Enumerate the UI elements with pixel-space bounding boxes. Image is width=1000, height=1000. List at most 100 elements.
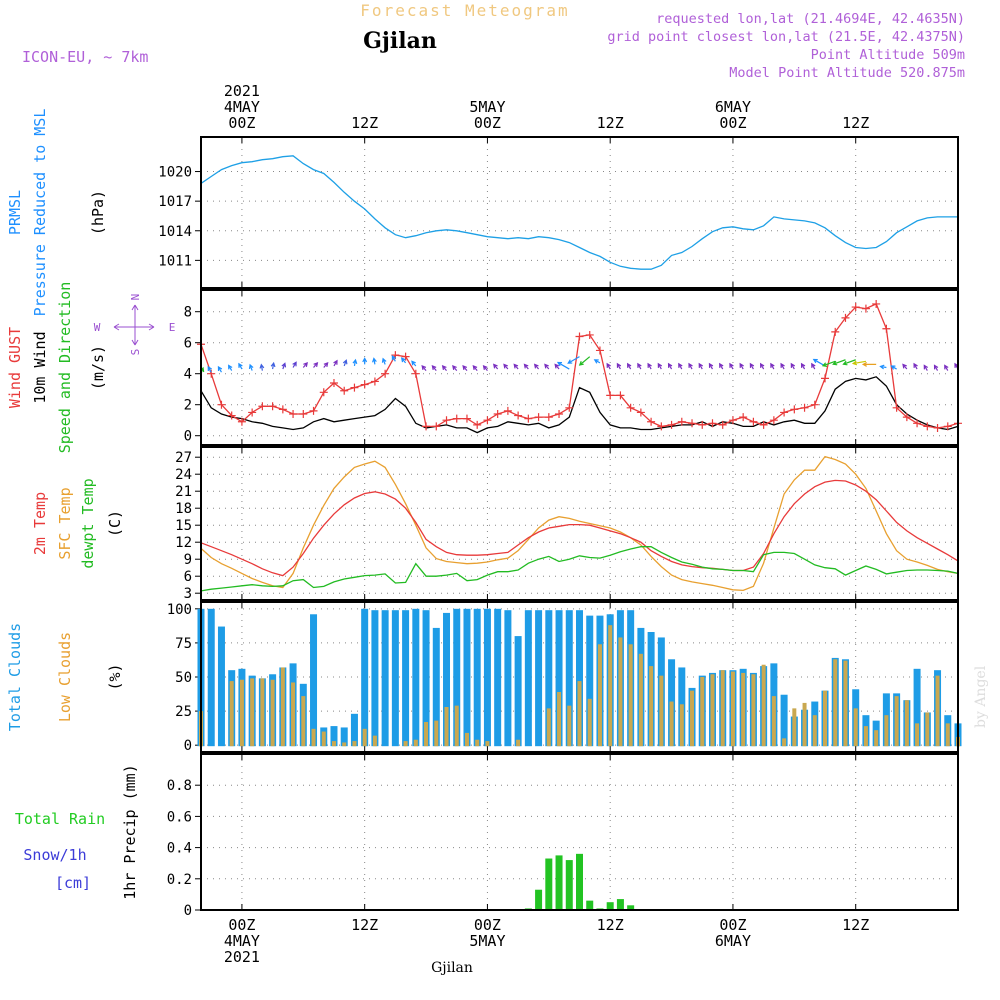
wind-arrow bbox=[352, 358, 358, 367]
bar-clouds-1 bbox=[250, 678, 255, 747]
bar-precip-0 bbox=[606, 902, 614, 910]
bar-clouds-0 bbox=[483, 608, 491, 747]
y-tick-label: 9 bbox=[184, 552, 192, 568]
gust-marker bbox=[800, 403, 809, 412]
wind-arrow bbox=[259, 363, 265, 371]
bar-clouds-1 bbox=[669, 701, 674, 747]
panel-precip: 0 0.2 0.4 0.6 0.8 Total Rain Snow/1h [cm] 1hr Pr… bbox=[15, 753, 959, 919]
bar-clouds-1 bbox=[833, 659, 838, 747]
bar-clouds-1 bbox=[311, 728, 316, 747]
bar-clouds-1 bbox=[291, 682, 296, 747]
wind-arrow bbox=[760, 362, 765, 370]
compass-west: W bbox=[94, 321, 101, 334]
bar-clouds-0 bbox=[565, 610, 573, 747]
credit-label: by Angel bbox=[973, 665, 989, 728]
gust-marker bbox=[851, 303, 860, 312]
gust-marker bbox=[933, 423, 942, 432]
gust-marker bbox=[861, 304, 870, 313]
bar-clouds-1 bbox=[444, 707, 449, 747]
gust-marker bbox=[350, 383, 359, 392]
compass-east: E bbox=[169, 321, 176, 334]
panel-label: Total Rain bbox=[15, 810, 105, 828]
bar-clouds-1 bbox=[802, 702, 807, 747]
gust-marker bbox=[718, 420, 727, 429]
bar-clouds-0 bbox=[350, 713, 358, 747]
bar-clouds-0 bbox=[576, 610, 583, 747]
bar-clouds-0 bbox=[524, 610, 532, 747]
gust-marker bbox=[565, 403, 574, 412]
bar-clouds-1 bbox=[321, 731, 326, 747]
bar-clouds-1 bbox=[751, 674, 756, 747]
wind-arrow bbox=[556, 361, 570, 370]
gust-marker bbox=[759, 420, 768, 429]
requested-coords: requested lon,lat (21.4694E, 42.4635N) bbox=[656, 11, 965, 27]
wind-arrow bbox=[228, 364, 233, 371]
panel-frame bbox=[200, 601, 959, 753]
wind-arrow bbox=[729, 362, 734, 370]
gust-marker bbox=[483, 416, 492, 425]
bar-clouds-0 bbox=[514, 636, 522, 747]
bar-clouds-0 bbox=[422, 610, 430, 747]
wind-arrow bbox=[207, 365, 212, 373]
wind-arrow bbox=[452, 365, 458, 371]
gust-marker bbox=[544, 413, 553, 422]
gust-marker bbox=[452, 414, 461, 423]
bar-clouds-1 bbox=[904, 700, 909, 747]
wind-arrow bbox=[749, 362, 755, 370]
wind-arrow bbox=[627, 362, 632, 370]
gust-marker bbox=[780, 408, 789, 417]
gust-marker bbox=[237, 417, 246, 426]
bar-clouds-1 bbox=[690, 690, 695, 747]
wind-arrow bbox=[513, 363, 519, 370]
y-tick-label: 21 bbox=[175, 484, 192, 500]
bar-clouds-1 bbox=[730, 671, 735, 747]
y-tick-label: 15 bbox=[175, 518, 192, 534]
wind-arrow bbox=[362, 357, 368, 365]
bar-clouds-1 bbox=[741, 672, 746, 747]
gust-marker bbox=[442, 416, 451, 425]
time-label: 5MAY bbox=[469, 932, 505, 950]
compass-south: S bbox=[129, 349, 142, 356]
time-label: 00Z bbox=[719, 916, 746, 934]
y-tick-label: 50 bbox=[175, 670, 192, 686]
gust-marker bbox=[289, 410, 298, 418]
wind-arrow bbox=[313, 361, 319, 368]
gust-marker bbox=[606, 391, 615, 400]
panel-label: 10m Wind bbox=[31, 331, 49, 403]
bar-clouds-1 bbox=[475, 739, 480, 747]
gust-marker bbox=[432, 422, 441, 431]
gust-marker bbox=[790, 405, 799, 414]
time-label: 4MAY bbox=[224, 932, 260, 950]
bar-clouds-1 bbox=[485, 741, 490, 747]
y-tick-label: 0.2 bbox=[167, 872, 192, 888]
gust-marker bbox=[667, 420, 676, 429]
grid-point-coords: grid point closest lon,lat (21.5E, 42.43… bbox=[607, 29, 965, 45]
wind-arrow bbox=[554, 363, 560, 370]
bar-clouds-0 bbox=[391, 610, 399, 747]
point-altitude: Point Altitude 509m bbox=[811, 47, 965, 63]
bar-precip-0 bbox=[627, 905, 635, 910]
bar-clouds-1 bbox=[628, 644, 633, 747]
wind-arrow bbox=[719, 362, 724, 370]
y-tick-label: 25 bbox=[175, 704, 192, 720]
bar-clouds-1 bbox=[884, 715, 889, 747]
wind-arrow bbox=[923, 364, 929, 371]
time-label: 6MAY bbox=[715, 98, 751, 116]
bar-clouds-0 bbox=[586, 615, 594, 747]
bar-clouds-1 bbox=[546, 708, 551, 747]
bar-clouds-0 bbox=[310, 614, 318, 747]
y-tick-label: 1011 bbox=[158, 253, 192, 269]
compass-north: N bbox=[129, 294, 142, 301]
wind-arrow bbox=[431, 365, 437, 371]
gust-marker bbox=[626, 403, 635, 412]
gust-marker bbox=[749, 417, 758, 426]
gust-marker bbox=[872, 299, 881, 308]
y-tick-label: 2 bbox=[184, 398, 192, 414]
gust-marker bbox=[227, 411, 236, 420]
bar-clouds-1 bbox=[720, 670, 725, 747]
wind-arrow bbox=[890, 365, 897, 370]
wind-arrow bbox=[678, 362, 683, 370]
gust-marker bbox=[769, 416, 778, 425]
